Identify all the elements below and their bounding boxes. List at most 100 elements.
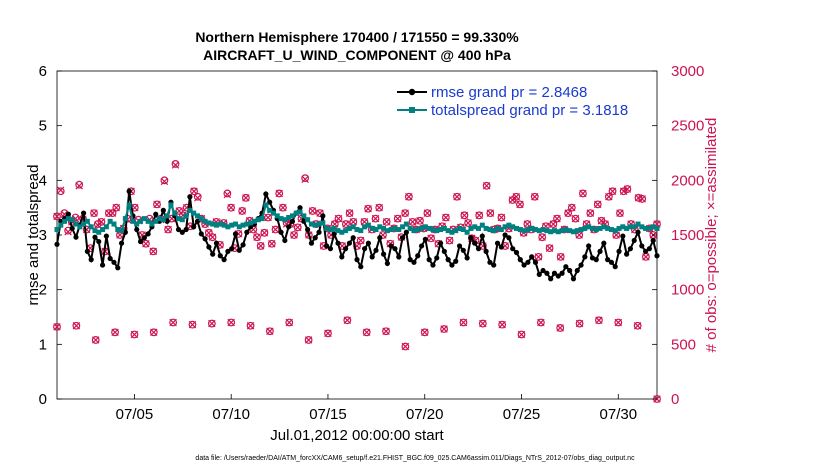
spread-point xyxy=(335,228,341,234)
obs-assimilated-marker xyxy=(633,322,642,330)
obs-possible-marker xyxy=(420,328,429,337)
obs-possible-marker xyxy=(112,203,121,212)
spread-point xyxy=(513,225,519,231)
rmse-point xyxy=(456,243,463,249)
spread-point xyxy=(548,229,554,235)
obs-possible-marker xyxy=(264,213,273,222)
rmse-point xyxy=(593,257,599,263)
spread-point xyxy=(639,224,645,230)
obs-possible-marker xyxy=(475,211,484,220)
spread-point xyxy=(77,224,83,230)
obs-possible-marker xyxy=(595,316,603,325)
obs-possible-marker xyxy=(160,176,169,185)
spread-point xyxy=(529,225,535,231)
obs-assimilated-marker xyxy=(638,195,646,203)
spread-point xyxy=(305,217,311,223)
obs-possible-marker xyxy=(227,318,236,327)
rmse-point xyxy=(498,244,504,250)
rmse-point xyxy=(354,257,360,263)
obs-assimilated-marker xyxy=(556,253,565,261)
obs-assimilated-marker xyxy=(72,322,81,330)
obs-possible-marker xyxy=(253,233,261,242)
spread-point xyxy=(229,222,235,228)
rmse-point xyxy=(126,188,132,194)
rmse-point xyxy=(183,226,189,233)
obs-possible-marker xyxy=(227,203,235,212)
chart-subtitle: AIRCRAFT_U_WIND_COMPONENT @ 400 hPa xyxy=(203,47,511,63)
rmse-point xyxy=(475,246,482,252)
rmse-point xyxy=(346,240,353,246)
rmse-point xyxy=(286,224,292,230)
spread-point xyxy=(593,227,599,233)
obs-possible-marker xyxy=(616,209,624,218)
obs-possible-marker xyxy=(171,160,180,168)
obs-possible-marker xyxy=(460,211,469,220)
spread-point xyxy=(255,217,261,223)
obs-possible-marker xyxy=(545,244,554,253)
rmse-point xyxy=(639,243,645,249)
x-axis-label: Jul.01,2012 00:00:00 start xyxy=(270,427,444,444)
spread-point xyxy=(343,228,349,234)
obs-possible-marker xyxy=(482,181,491,190)
obs-possible-marker xyxy=(97,217,106,226)
obs-possible-marker xyxy=(256,242,265,250)
rmse-point xyxy=(555,273,561,279)
obs-assimilated-marker xyxy=(53,323,61,331)
rmse-point xyxy=(563,264,569,270)
obs-possible-marker xyxy=(549,220,558,228)
obs-possible-marker xyxy=(586,209,595,218)
obs-assimilated-marker xyxy=(534,253,543,261)
spread-point xyxy=(160,217,166,223)
spread-point xyxy=(324,225,330,231)
spread-point xyxy=(320,220,326,226)
obs-assimilated-marker xyxy=(517,330,526,339)
spread-point xyxy=(248,220,254,226)
rmse-point xyxy=(510,246,516,252)
rmse-point xyxy=(111,259,117,265)
spread-point xyxy=(415,227,421,233)
spread-point xyxy=(278,216,284,222)
rmse-point xyxy=(612,264,618,270)
spread-point xyxy=(191,210,197,216)
spread-point xyxy=(605,225,611,231)
spread-point xyxy=(400,224,406,230)
spread-point xyxy=(145,218,151,224)
rmse-point xyxy=(289,218,296,224)
spread-point xyxy=(221,222,227,228)
obs-assimilated-marker xyxy=(459,318,468,327)
spread-point xyxy=(301,213,307,219)
spread-point xyxy=(119,228,125,234)
obs-assimilated-marker xyxy=(208,319,216,328)
obs-possible-marker xyxy=(564,209,573,218)
spread-point xyxy=(358,228,364,234)
obs-possible-marker xyxy=(516,200,524,209)
obs-assimilated-marker xyxy=(227,203,235,212)
x-tick-label: 07/30 xyxy=(600,406,638,423)
rmse-point xyxy=(179,229,185,235)
rmse-point xyxy=(491,262,497,268)
obs-assimilated-marker xyxy=(223,190,232,199)
spread-point xyxy=(498,227,504,233)
rmse-point xyxy=(570,276,577,282)
obs-possible-marker xyxy=(608,187,617,196)
rmse-point xyxy=(506,235,512,241)
rmse-point xyxy=(392,246,398,252)
obs-assimilated-marker xyxy=(266,327,274,335)
spread-point xyxy=(172,210,178,216)
spread-point xyxy=(430,227,436,233)
spread-point xyxy=(517,227,523,233)
rmse-point xyxy=(327,246,334,252)
spread-point xyxy=(225,224,231,230)
obs-possible-marker xyxy=(345,209,354,218)
spread-point xyxy=(373,227,379,233)
obs-assimilated-marker xyxy=(442,213,450,222)
obs-possible-marker xyxy=(308,207,317,215)
rmse-point xyxy=(631,237,637,244)
obs-possible-marker xyxy=(304,336,313,344)
rmse-point xyxy=(282,237,288,244)
rmse-point xyxy=(145,231,151,237)
rmse-point xyxy=(396,254,402,260)
spread-point xyxy=(574,228,580,234)
obs-assimilated-marker xyxy=(475,211,483,220)
y2-tick-label: 500 xyxy=(671,336,696,353)
